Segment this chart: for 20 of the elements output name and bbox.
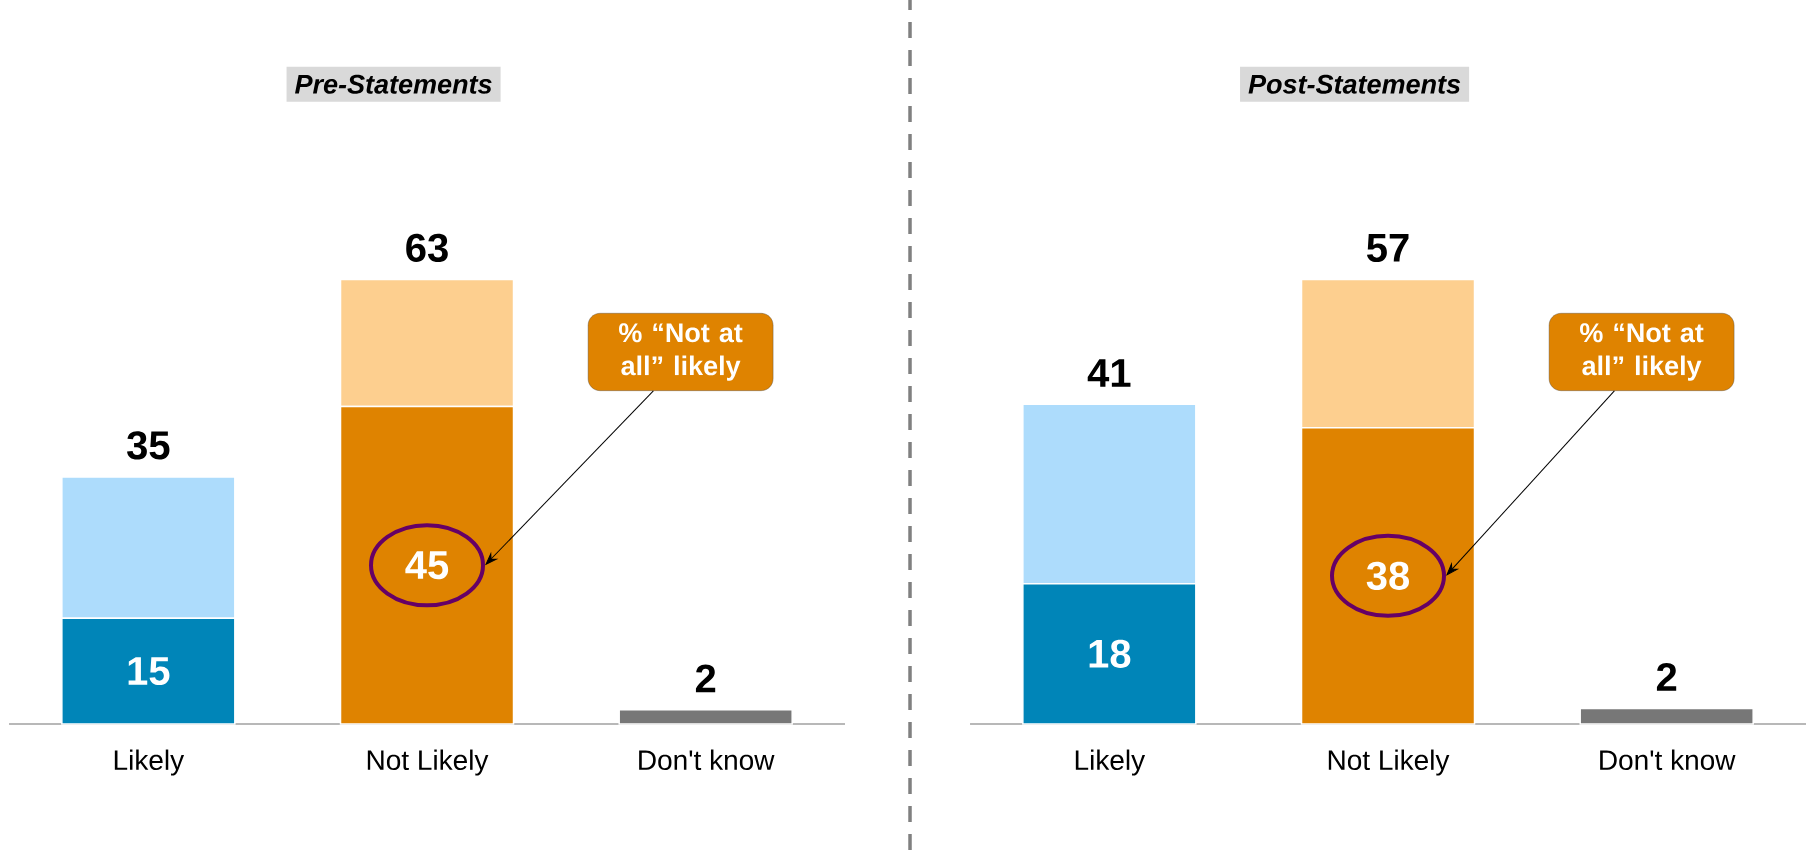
chart-title: Post-Statements [1248, 74, 1461, 94]
data-label: 45 [405, 551, 449, 580]
total-label: 63 [406, 233, 448, 263]
x-tick-label: Likely [114, 749, 185, 776]
x-tick-label: Don't know [1600, 749, 1736, 771]
data-label: 18 [1089, 639, 1131, 668]
x-tick-label: Likely [1075, 749, 1146, 776]
data-label: 15 [128, 657, 170, 686]
x-tick-label: Not Likely [1328, 749, 1450, 776]
total-label: 2 [1656, 662, 1677, 691]
data-label: 38 [1366, 561, 1410, 591]
annotation: % “Not at all” likely [619, 323, 743, 381]
x-tick-label: Don't know [639, 749, 775, 771]
x-tick-label: Not Likely [367, 749, 489, 776]
total-label: 57 [1366, 234, 1409, 263]
total-label: 35 [127, 431, 170, 460]
total-label: 41 [1087, 359, 1131, 387]
total-label: 2 [695, 664, 716, 693]
chart-title: Pre-Statements [295, 74, 492, 94]
annotation: % “Not at all” likely [1580, 323, 1704, 381]
